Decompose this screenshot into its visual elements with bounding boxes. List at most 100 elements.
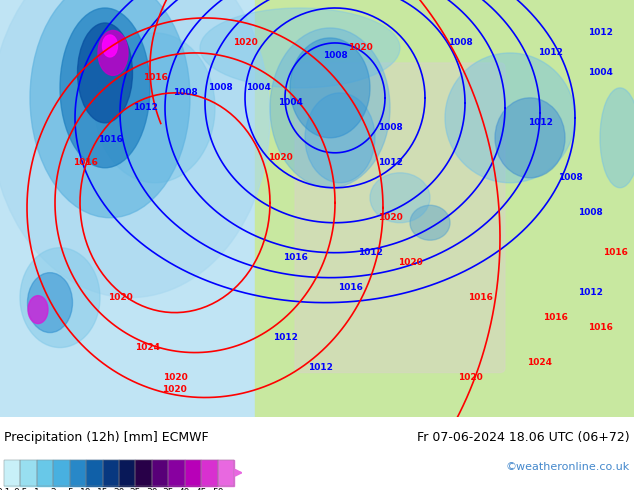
Bar bbox=[20, 460, 37, 486]
Text: 40: 40 bbox=[179, 488, 190, 490]
Ellipse shape bbox=[30, 0, 190, 218]
Bar bbox=[217, 460, 234, 486]
Bar bbox=[103, 460, 119, 486]
Text: 1020: 1020 bbox=[347, 44, 372, 52]
Text: 1004: 1004 bbox=[588, 69, 612, 77]
Bar bbox=[103, 460, 119, 486]
Bar bbox=[201, 460, 217, 486]
Bar bbox=[86, 460, 103, 486]
Bar bbox=[70, 460, 86, 486]
Ellipse shape bbox=[305, 93, 375, 183]
Bar bbox=[136, 460, 152, 486]
Text: 1012: 1012 bbox=[527, 119, 552, 127]
Bar bbox=[53, 460, 70, 486]
Text: 1012: 1012 bbox=[133, 103, 157, 112]
Text: 5: 5 bbox=[67, 488, 72, 490]
Text: 0.5: 0.5 bbox=[13, 488, 28, 490]
Bar bbox=[37, 460, 53, 486]
Ellipse shape bbox=[60, 8, 150, 168]
Text: 1012: 1012 bbox=[307, 363, 332, 372]
Text: 1004: 1004 bbox=[245, 83, 271, 93]
Text: 1020: 1020 bbox=[398, 258, 422, 267]
Bar bbox=[20, 460, 37, 486]
Text: 1016: 1016 bbox=[72, 158, 98, 167]
Text: 1020: 1020 bbox=[162, 385, 186, 394]
Text: 1008: 1008 bbox=[172, 88, 197, 98]
Text: 1008: 1008 bbox=[207, 83, 233, 93]
Bar bbox=[70, 460, 86, 486]
Text: Precipitation (12h) [mm] ECMWF: Precipitation (12h) [mm] ECMWF bbox=[4, 431, 209, 443]
Ellipse shape bbox=[98, 30, 128, 75]
Bar bbox=[86, 460, 103, 486]
Ellipse shape bbox=[28, 295, 48, 323]
Text: 45: 45 bbox=[195, 488, 207, 490]
Text: 30: 30 bbox=[146, 488, 158, 490]
Bar bbox=[4, 460, 20, 486]
Text: 25: 25 bbox=[130, 488, 141, 490]
Text: 1016: 1016 bbox=[98, 135, 122, 145]
Text: 1016: 1016 bbox=[602, 248, 628, 257]
Text: 2: 2 bbox=[51, 488, 56, 490]
Bar bbox=[184, 460, 201, 486]
Text: 1020: 1020 bbox=[163, 373, 188, 382]
Bar bbox=[152, 460, 168, 486]
Text: 1020: 1020 bbox=[378, 213, 403, 222]
Text: Fr 07-06-2024 18.06 UTC (06+72): Fr 07-06-2024 18.06 UTC (06+72) bbox=[417, 431, 630, 443]
Text: 1012: 1012 bbox=[273, 333, 297, 342]
Bar bbox=[37, 460, 53, 486]
Text: 1: 1 bbox=[34, 488, 40, 490]
Ellipse shape bbox=[495, 98, 565, 178]
Ellipse shape bbox=[410, 205, 450, 240]
Text: 1012: 1012 bbox=[378, 158, 403, 167]
Text: 1008: 1008 bbox=[448, 38, 472, 48]
Bar bbox=[119, 460, 136, 486]
Text: 1016: 1016 bbox=[143, 74, 167, 82]
Ellipse shape bbox=[20, 247, 100, 347]
Text: 1020: 1020 bbox=[233, 38, 257, 48]
Text: 1008: 1008 bbox=[323, 51, 347, 60]
Bar bbox=[201, 460, 217, 486]
Text: 1020: 1020 bbox=[458, 373, 482, 382]
Text: 1008: 1008 bbox=[378, 123, 403, 132]
Text: 1020: 1020 bbox=[268, 153, 292, 162]
Bar bbox=[136, 460, 152, 486]
Text: 1012: 1012 bbox=[578, 288, 602, 297]
Bar bbox=[152, 460, 168, 486]
Text: 1012: 1012 bbox=[588, 28, 612, 37]
Ellipse shape bbox=[103, 35, 117, 57]
Text: 1024: 1024 bbox=[527, 358, 552, 367]
Ellipse shape bbox=[27, 272, 72, 333]
Text: 1012: 1012 bbox=[358, 248, 382, 257]
Text: 1012: 1012 bbox=[538, 49, 562, 57]
Bar bbox=[53, 460, 70, 486]
Text: 15: 15 bbox=[97, 488, 108, 490]
Text: 50: 50 bbox=[212, 488, 223, 490]
Bar bbox=[168, 460, 184, 486]
Bar bbox=[217, 460, 234, 486]
Text: 1004: 1004 bbox=[278, 98, 302, 107]
Text: 1016: 1016 bbox=[337, 283, 363, 292]
Text: 10: 10 bbox=[81, 488, 92, 490]
Text: 1008: 1008 bbox=[578, 208, 602, 217]
Ellipse shape bbox=[290, 38, 370, 138]
Ellipse shape bbox=[445, 53, 575, 183]
Ellipse shape bbox=[95, 33, 215, 183]
Ellipse shape bbox=[370, 173, 430, 223]
Ellipse shape bbox=[600, 88, 634, 188]
Text: ©weatheronline.co.uk: ©weatheronline.co.uk bbox=[506, 463, 630, 472]
Ellipse shape bbox=[0, 0, 270, 297]
Text: 1016: 1016 bbox=[543, 313, 567, 322]
Text: 1016: 1016 bbox=[588, 323, 612, 332]
Text: 1016: 1016 bbox=[283, 253, 307, 262]
Text: 1008: 1008 bbox=[558, 173, 583, 182]
FancyBboxPatch shape bbox=[295, 63, 505, 372]
Bar bbox=[168, 460, 184, 486]
Text: 20: 20 bbox=[113, 488, 125, 490]
Text: 1024: 1024 bbox=[136, 343, 160, 352]
Text: 1020: 1020 bbox=[108, 293, 133, 302]
Bar bbox=[4, 460, 20, 486]
Ellipse shape bbox=[77, 23, 133, 123]
Text: 1016: 1016 bbox=[467, 293, 493, 302]
Ellipse shape bbox=[270, 28, 390, 188]
Bar bbox=[119, 460, 136, 486]
